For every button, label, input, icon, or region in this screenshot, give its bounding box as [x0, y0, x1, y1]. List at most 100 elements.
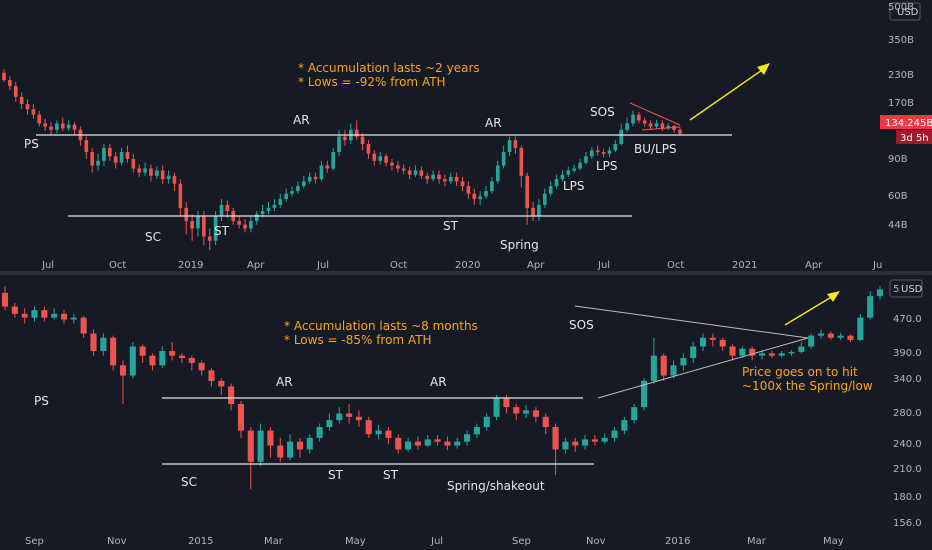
candle-body	[247, 430, 254, 462]
candle-body	[228, 386, 235, 405]
candle-body	[354, 129, 359, 137]
candle-body	[257, 430, 264, 462]
candle-body	[631, 407, 638, 421]
bottom-ytick-0: 5	[893, 284, 899, 295]
top-xtick-0: Jul	[41, 260, 54, 271]
candle-body	[582, 439, 589, 446]
price-tag-box	[880, 115, 932, 129]
price-tag-value: 134.245B	[885, 118, 932, 129]
candle-body	[41, 310, 48, 318]
top-xtick-9: Oct	[667, 260, 684, 271]
top-ann-st2: ST	[443, 219, 459, 233]
candle-body	[414, 441, 421, 446]
top-xtick-4: Jul	[316, 260, 329, 271]
candle-body	[365, 420, 372, 435]
bottom-ytick-6: 210.0	[893, 464, 922, 475]
candle-body	[237, 221, 241, 225]
candle-body	[601, 152, 606, 154]
top-triangle-upper	[629, 102, 681, 126]
candle-body	[66, 124, 71, 129]
candle-body	[637, 114, 641, 121]
candle-body	[478, 196, 482, 200]
top-panel: * Accumulation lasts ~2 years * Lows = -…	[2, 2, 932, 271]
candle-body	[155, 170, 159, 176]
bottom-ann-ps: PS	[34, 394, 49, 408]
candle-body	[631, 114, 635, 124]
candle-body	[143, 168, 147, 173]
bottom-ann-ar2: AR	[430, 375, 447, 389]
candle-body	[267, 430, 274, 446]
candle-body	[60, 123, 65, 129]
candle-body	[21, 313, 28, 318]
candle-body	[537, 204, 541, 216]
candle-body	[306, 437, 313, 450]
candle-body	[519, 147, 524, 176]
candle-body	[729, 346, 736, 356]
top-ann-lps1: LPS	[563, 179, 585, 193]
candle-body	[102, 147, 106, 161]
top-xtick-3: Apr	[247, 260, 265, 271]
top-xtick-8: Jul	[597, 260, 610, 271]
candle-body	[699, 337, 707, 347]
bottom-ann-spring: Spring/shakeout	[447, 479, 545, 493]
candle-body	[129, 346, 136, 376]
candle-body	[513, 140, 518, 148]
candle-body	[584, 156, 588, 163]
candle-body	[184, 207, 189, 222]
candle-body	[425, 175, 430, 180]
candle-body	[448, 176, 453, 182]
candle-body	[72, 124, 77, 130]
candle-body	[149, 355, 156, 366]
candle-body	[493, 397, 500, 417]
candle-body	[49, 126, 53, 130]
candle-body	[188, 358, 195, 363]
candle-body	[431, 174, 435, 180]
candle-body	[678, 129, 682, 134]
candle-body	[466, 186, 471, 194]
candle-body	[407, 170, 412, 175]
candle-body	[343, 136, 347, 141]
bottom-ann-ar1: AR	[276, 375, 293, 389]
candle-body	[55, 123, 59, 130]
candle-body	[768, 353, 775, 356]
top-unit-box[interactable]	[889, 2, 921, 21]
candle-body	[611, 430, 618, 438]
candle-body	[472, 193, 477, 200]
candle-body	[513, 407, 520, 414]
top-xtick-10: 2021	[732, 260, 757, 271]
top-candles	[2, 69, 682, 250]
candle-body	[284, 193, 288, 200]
candle-body	[375, 430, 382, 435]
bottom-triangle-lower	[597, 337, 809, 399]
candle-body	[313, 176, 318, 180]
candle-body	[640, 380, 648, 408]
bottom-unit-box[interactable]	[889, 279, 923, 298]
candle-body	[395, 437, 402, 450]
candle-body	[260, 211, 265, 215]
candle-body	[90, 152, 94, 166]
candle-body	[287, 441, 294, 458]
candle-body	[2, 72, 6, 81]
bottom-xtick-3: Mar	[264, 536, 284, 547]
candle-body	[542, 193, 547, 205]
candle-body	[619, 129, 624, 145]
top-ann-st1: ST	[214, 224, 230, 238]
candle-body	[378, 156, 383, 161]
bottom-ann-st1: ST	[328, 468, 344, 482]
candle-body	[601, 437, 608, 442]
candle-body	[316, 427, 323, 438]
bottom-xtick-1: Nov	[107, 536, 127, 547]
candle-body	[80, 317, 87, 334]
candle-body	[178, 183, 183, 208]
bottom-note-2: * Lows = -85% from ATH	[284, 333, 432, 347]
candle-body	[503, 397, 510, 408]
candle-body	[867, 296, 874, 318]
bottom-panel: * Accumulation lasts ~8 months * Lows = …	[1, 279, 923, 547]
bottom-xtick-9: Mar	[747, 536, 767, 547]
top-ann-sc: SC	[145, 230, 161, 244]
candle-body	[464, 434, 471, 442]
bottom-xtick-6: Sep	[512, 536, 531, 547]
price-tag-countdown: 3d 5h	[900, 133, 929, 144]
candle-body	[125, 152, 130, 159]
top-ytick-7: 44B	[888, 220, 908, 231]
